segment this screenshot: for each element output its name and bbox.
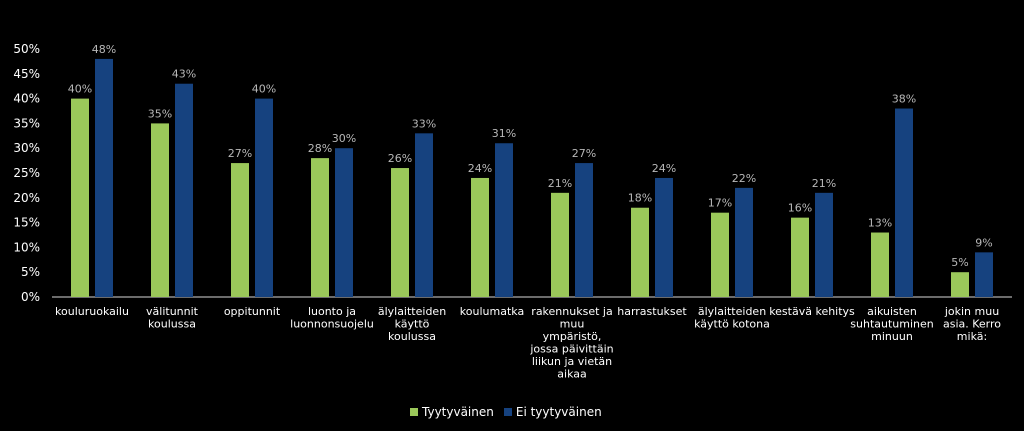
bar-ei-tyytyvainen xyxy=(815,192,833,297)
data-label: 27% xyxy=(572,147,596,160)
bar-ei-tyytyvainen xyxy=(335,148,353,297)
category-label: koulumatka xyxy=(460,305,524,318)
category-label: oppitunnit xyxy=(224,305,281,318)
category-label: harrastukset xyxy=(617,305,687,318)
y-tick-label: 45% xyxy=(13,67,40,81)
bar-ei-tyytyvainen xyxy=(895,108,913,298)
data-label: 21% xyxy=(548,177,572,190)
legend: Tyytyväinen Ei tyytyväinen xyxy=(410,405,602,419)
data-label: 18% xyxy=(628,192,652,205)
data-label: 30% xyxy=(332,132,356,145)
bar-ei-tyytyvainen xyxy=(175,83,193,297)
y-tick-label: 35% xyxy=(13,116,40,130)
bar-ei-tyytyvainen xyxy=(575,163,593,297)
legend-label-ei-tyytyvainen: Ei tyytyväinen xyxy=(515,405,602,419)
bar-tyytyvainen xyxy=(71,98,89,297)
legend-label-tyytyvainen: Tyytyväinen xyxy=(422,405,494,419)
category-label: älylaitteiden käyttö kotona xyxy=(694,305,770,331)
data-label: 35% xyxy=(148,107,172,120)
bar-ei-tyytyvainen xyxy=(255,98,273,297)
x-axis: kouluruokailu välitunnit koulussa oppitunni… xyxy=(55,305,1001,381)
bar-ei-tyytyvainen xyxy=(735,187,753,297)
data-label: 43% xyxy=(172,68,196,81)
bar-ei-tyytyvainen xyxy=(415,133,433,297)
legend-swatch-tyytyvainen xyxy=(410,408,418,416)
category-label: älylaitteiden käyttö koulussa xyxy=(378,305,446,343)
data-label: 16% xyxy=(788,202,812,215)
bar-ei-tyytyvainen xyxy=(495,143,513,297)
bar-chart: 0% 5% 10% 15% 20% 25% 30% 35% 40% 45% 50% 40% 48% 35… xyxy=(13,42,1012,381)
bar-tyytyvainen xyxy=(631,207,649,297)
data-label: 24% xyxy=(468,162,492,175)
category-label: rakennukset ja muu ympäristö, jossa päivitt… xyxy=(529,305,613,381)
y-axis: 0% 5% 10% 15% 20% 25% 30% 35% 40% 45% 50% xyxy=(13,42,1012,304)
bar-tyytyvainen xyxy=(951,272,969,297)
data-label: 27% xyxy=(228,147,252,160)
y-tick-label: 40% xyxy=(13,92,40,106)
data-label: 26% xyxy=(388,152,412,165)
data-label: 9% xyxy=(975,236,992,249)
data-label: 40% xyxy=(68,83,92,96)
y-tick-label: 0% xyxy=(21,290,40,304)
y-tick-label: 50% xyxy=(13,42,40,56)
category-label: aikuisten suhtautuminen minuun xyxy=(850,305,933,343)
legend-item-ei-tyytyvainen: Ei tyytyväinen xyxy=(503,405,602,419)
category-label: kouluruokailu xyxy=(55,305,129,318)
legend-swatch-ei-tyytyvainen xyxy=(503,408,512,416)
y-tick-label: 30% xyxy=(13,141,40,155)
data-label: 48% xyxy=(92,43,116,56)
bar-tyytyvainen xyxy=(791,217,809,297)
bars xyxy=(71,58,993,298)
bar-ei-tyytyvainen xyxy=(655,177,673,297)
bar-tyytyvainen xyxy=(231,163,249,297)
bar-ei-tyytyvainen xyxy=(975,252,993,297)
category-label: jokin muu asia. Kerro mikä: xyxy=(943,305,1001,343)
data-label: 38% xyxy=(892,93,916,106)
y-tick-label: 5% xyxy=(21,265,40,279)
data-label: 28% xyxy=(308,142,332,155)
category-label: välitunnit koulussa xyxy=(146,305,199,331)
data-label: 40% xyxy=(252,83,276,96)
data-label: 31% xyxy=(492,127,516,140)
category-label: luonto ja luonnonsuojelu xyxy=(290,305,374,331)
y-tick-label: 20% xyxy=(13,191,40,205)
data-label: 33% xyxy=(412,117,436,130)
y-tick-label: 10% xyxy=(13,240,40,254)
bar-tyytyvainen xyxy=(151,123,169,298)
bar-tyytyvainen xyxy=(471,177,489,297)
data-label: 21% xyxy=(812,177,836,190)
legend-item-tyytyvainen: Tyytyväinen xyxy=(410,405,494,419)
bar-tyytyvainen xyxy=(311,158,329,297)
bar-tyytyvainen xyxy=(551,192,569,297)
category-label: kestävä kehitys xyxy=(769,305,855,318)
bar-tyytyvainen xyxy=(391,168,409,297)
data-labels: 40% 48% 35% 43% 27% 40% 28%30% 26% 33% 24% 31% 21% 2… xyxy=(68,43,993,269)
y-tick-label: 15% xyxy=(13,216,40,230)
data-label: 5% xyxy=(951,256,968,269)
data-label: 13% xyxy=(868,217,892,230)
y-tick-label: 25% xyxy=(13,166,40,180)
data-label: 24% xyxy=(652,162,676,175)
bar-ei-tyytyvainen xyxy=(95,58,113,297)
data-label: 22% xyxy=(732,172,756,185)
bar-tyytyvainen xyxy=(711,212,729,297)
bar-tyytyvainen xyxy=(871,232,889,297)
data-label: 17% xyxy=(708,197,732,210)
